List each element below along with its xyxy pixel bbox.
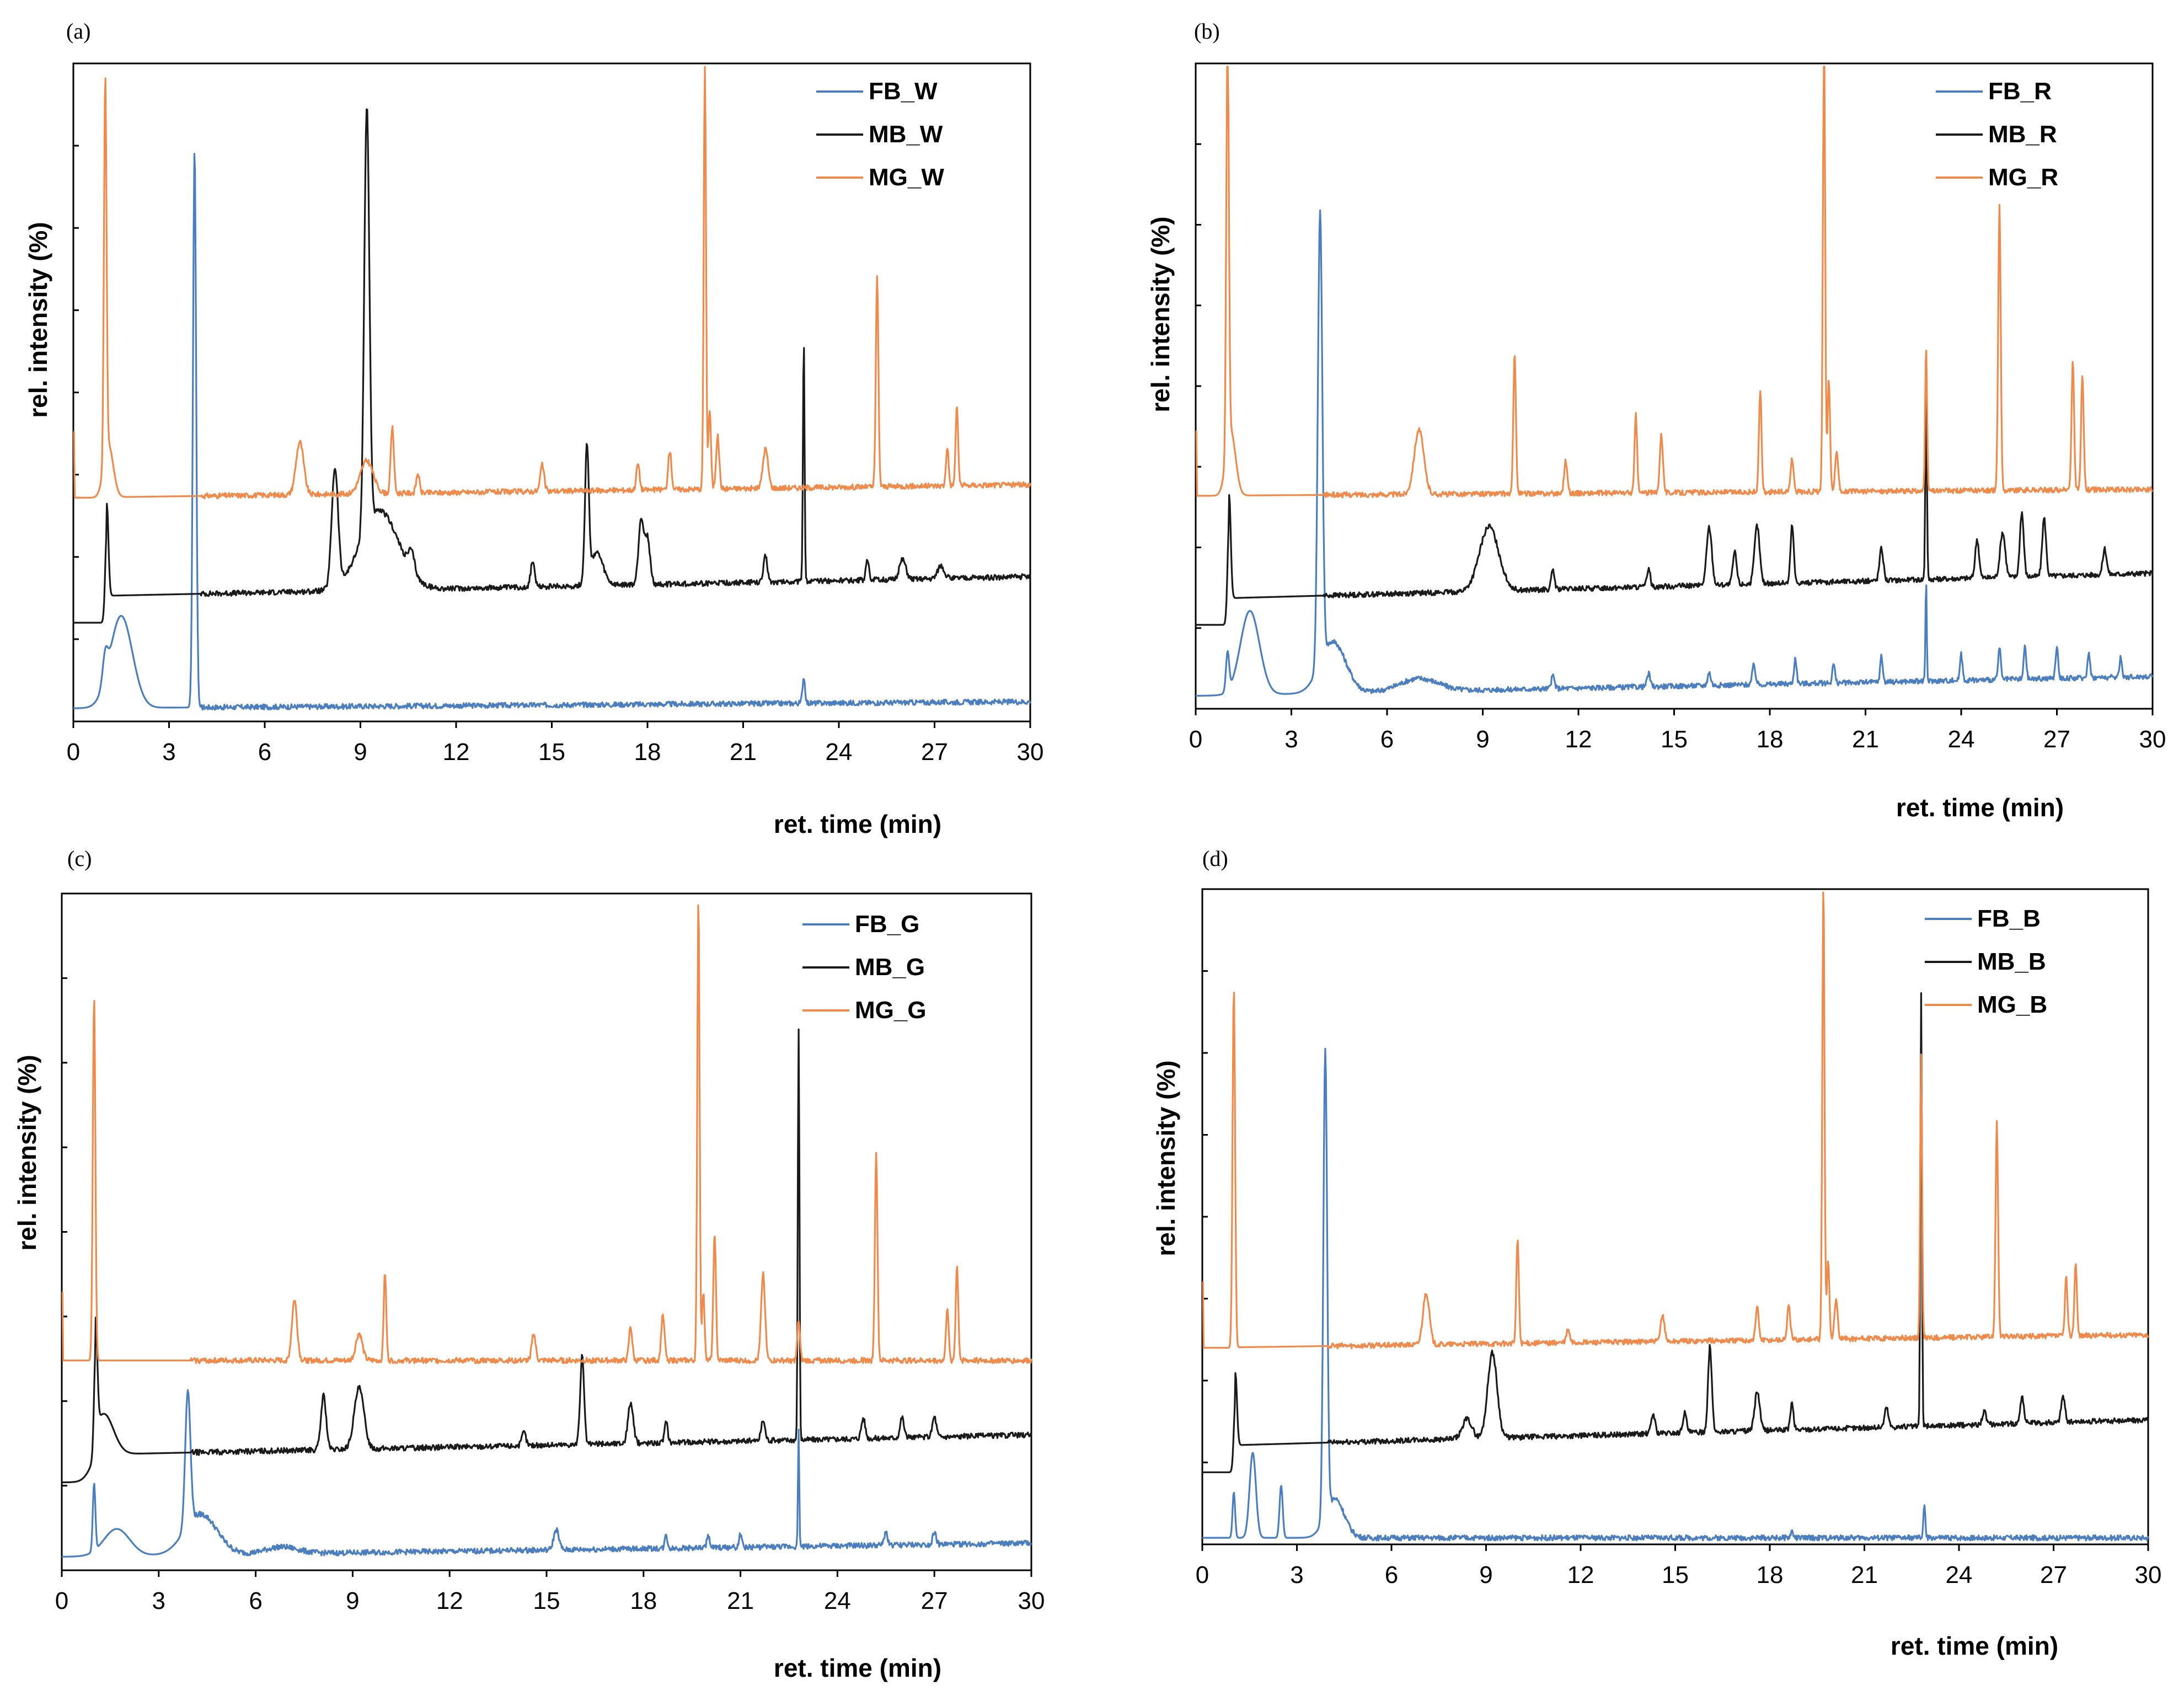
x-tick-label: 6 xyxy=(1385,1561,1398,1588)
x-tick-label: 9 xyxy=(1476,726,1489,753)
series-line-FB_W xyxy=(73,153,1031,711)
x-tick-label: 21 xyxy=(1852,726,1879,753)
series-line-FB_B xyxy=(1202,1047,2149,1542)
panel-label: (a) xyxy=(66,19,90,44)
x-tick-label: 12 xyxy=(436,1587,463,1614)
x-axis-title: ret. time (min) xyxy=(774,810,941,838)
series-line-MB_W xyxy=(73,108,1031,624)
plot-frame xyxy=(72,62,1031,723)
legend-label-MG_R: MG_R xyxy=(1988,164,2058,191)
legend-label-MB_B: MB_B xyxy=(1977,948,2046,975)
x-tick-label: 12 xyxy=(1565,726,1592,753)
x-axis-title: ret. time (min) xyxy=(1896,793,2064,822)
x-tick-label: 12 xyxy=(443,739,470,766)
series-line-MB_B xyxy=(1202,992,2149,1473)
chart-panel-d: (d) 0 3 6 9 12 15 18 21 24 27 30 ret. time (min) rel.… xyxy=(1152,846,2161,1660)
legend-label-MG_G: MG_G xyxy=(855,997,927,1024)
x-tick-label: 18 xyxy=(1757,726,1784,753)
series-line-MG_B xyxy=(1202,891,2149,1350)
x-tick-label: 9 xyxy=(354,739,367,766)
x-tick-label: 30 xyxy=(1018,1587,1045,1614)
x-tick-label: 24 xyxy=(826,739,853,766)
x-tick-label: 3 xyxy=(152,1587,165,1614)
x-tick-label: 21 xyxy=(1851,1561,1878,1588)
plot-frame xyxy=(61,892,1032,1571)
x-tick-label: 30 xyxy=(1017,739,1044,766)
x-tick-label: 18 xyxy=(630,1587,657,1614)
x-tick-label: 0 xyxy=(55,1587,68,1614)
x-tick-label: 15 xyxy=(1661,726,1688,753)
x-tick-label: 27 xyxy=(921,739,948,766)
panel-label: (b) xyxy=(1194,19,1220,44)
legend-label-FB_W: FB_W xyxy=(869,78,938,105)
x-tick-label: 27 xyxy=(2043,726,2070,753)
x-tick-label: 3 xyxy=(1290,1561,1303,1588)
x-tick-label: 6 xyxy=(1380,726,1394,753)
plot-frame xyxy=(1201,888,2149,1545)
legend-label-MB_R: MB_R xyxy=(1988,121,2057,148)
x-tick-label: 9 xyxy=(346,1587,359,1614)
series-line-FB_R xyxy=(1195,209,2154,697)
series-line-MB_G xyxy=(61,1028,1032,1484)
series-line-MG_R xyxy=(1195,66,2154,499)
x-tick-label: 0 xyxy=(67,739,80,766)
legend-label-MG_B: MG_B xyxy=(1977,991,2047,1018)
chart-panel-b: (b) 0 3 6 9 12 15 18 21 24 27 30 ret. time (min) rel.… xyxy=(1146,19,2166,822)
chart-panel-a: (a) 0 3 6 9 12 15 18 21 24 27 30 ret. time (min) rel.… xyxy=(24,19,1043,838)
x-tick-label: 21 xyxy=(727,1587,754,1614)
x-tick-label: 18 xyxy=(634,739,661,766)
x-tick-label: 30 xyxy=(2139,726,2166,753)
x-tick-label: 3 xyxy=(162,739,175,766)
x-tick-label: 9 xyxy=(1479,1561,1492,1588)
legend-label-FB_B: FB_B xyxy=(1977,905,2041,932)
y-axis-title: rel. intensity (%) xyxy=(1146,216,1175,412)
x-tick-label: 6 xyxy=(249,1587,262,1614)
panel-label: (c) xyxy=(67,846,92,871)
legend-label-FB_G: FB_G xyxy=(855,911,919,938)
x-axis-title: ret. time (min) xyxy=(1891,1632,2058,1660)
series-line-MB_R xyxy=(1195,392,2154,626)
series-line-MG_G xyxy=(61,904,1032,1365)
x-tick-label: 15 xyxy=(1662,1561,1689,1588)
legend-label-FB_R: FB_R xyxy=(1988,78,2052,105)
x-tick-label: 24 xyxy=(1946,1561,1973,1588)
x-tick-label: 15 xyxy=(533,1587,560,1614)
x-tick-label: 30 xyxy=(2135,1561,2162,1588)
plot-frame xyxy=(1195,62,2154,710)
x-tick-label: 6 xyxy=(258,739,271,766)
y-axis-title: rel. intensity (%) xyxy=(24,222,52,418)
x-tick-label: 12 xyxy=(1567,1561,1594,1588)
x-tick-label: 15 xyxy=(538,739,565,766)
x-tick-label: 24 xyxy=(824,1587,851,1614)
series-line-MG_W xyxy=(73,66,1031,500)
legend-label-MG_W: MG_W xyxy=(869,164,944,191)
x-tick-label: 3 xyxy=(1284,726,1298,753)
x-tick-label: 0 xyxy=(1196,1561,1209,1588)
x-tick-label: 0 xyxy=(1189,726,1202,753)
legend-label-MB_W: MB_W xyxy=(869,121,943,148)
x-tick-label: 18 xyxy=(1757,1561,1784,1588)
x-tick-label: 24 xyxy=(1948,726,1975,753)
chart-panel-c: (c) 0 3 6 9 12 15 18 21 24 27 30 ret. time (min) rel.… xyxy=(13,846,1045,1682)
series-line-FB_G xyxy=(61,1389,1032,1558)
x-axis-title: ret. time (min) xyxy=(774,1654,941,1682)
y-axis-title: rel. intensity (%) xyxy=(1152,1060,1180,1256)
y-axis-title: rel. intensity (%) xyxy=(13,1055,41,1250)
panel-label: (d) xyxy=(1202,846,1228,871)
legend-label-MB_G: MB_G xyxy=(855,954,925,981)
x-tick-label: 21 xyxy=(730,739,757,766)
x-tick-label: 27 xyxy=(921,1587,948,1614)
x-tick-label: 27 xyxy=(2040,1561,2067,1588)
